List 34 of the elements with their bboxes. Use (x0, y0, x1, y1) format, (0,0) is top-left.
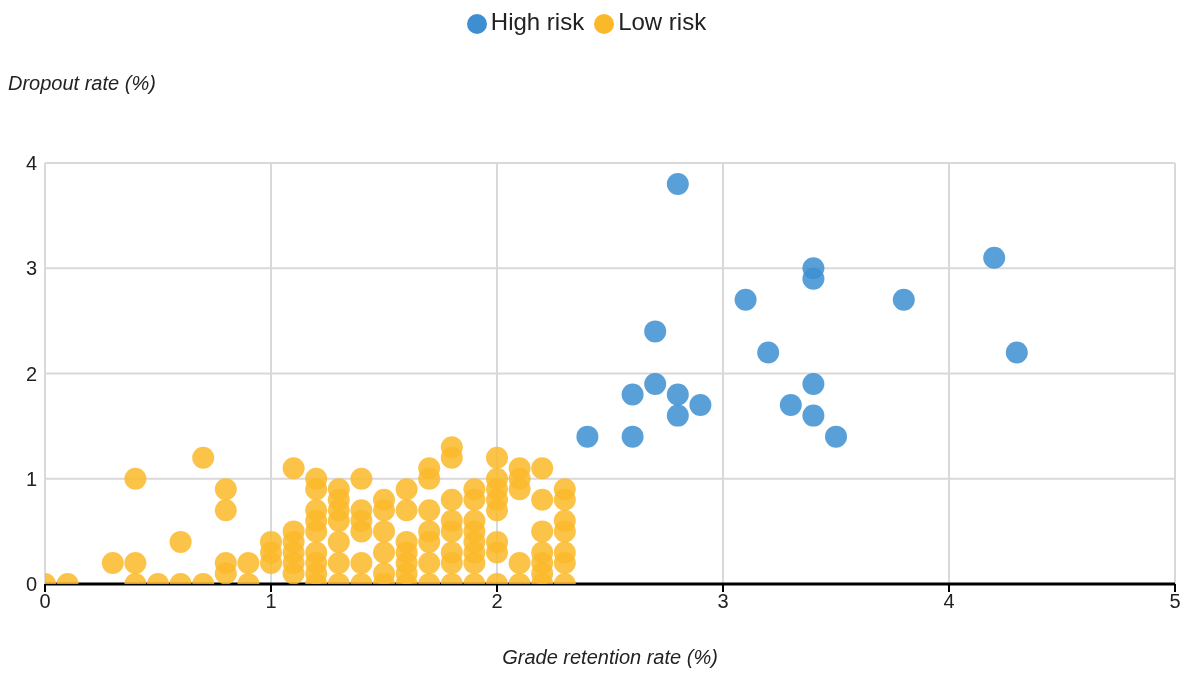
y-tick-label: 4 (25, 152, 37, 175)
point (892, 288, 915, 311)
x-tick-label: 3 (717, 590, 729, 613)
point (802, 267, 825, 290)
x-tick-label: 0 (39, 590, 51, 613)
x-tick-label: 4 (943, 590, 955, 613)
point (689, 394, 712, 417)
point (779, 394, 802, 417)
point (644, 320, 667, 343)
legend-label: High risk (490, 8, 585, 35)
point (757, 341, 780, 364)
y-tick-label: 0 (25, 573, 37, 596)
x-tick-label: 2 (491, 590, 503, 613)
point (983, 246, 1006, 269)
y-tick-label: 2 (25, 362, 37, 385)
y-tick-label: 1 (25, 467, 37, 490)
point (1005, 341, 1028, 364)
point (734, 288, 757, 311)
point (802, 404, 825, 427)
x-tick-label: 5 (1169, 590, 1181, 613)
point (802, 373, 825, 396)
legend-label: Low risk (618, 8, 707, 35)
point (666, 383, 689, 406)
point (621, 425, 644, 448)
x-axis-title: Grade retention rate (%) (501, 646, 719, 669)
point (621, 383, 644, 406)
y-axis-title: Dropout rate (%) (8, 72, 156, 95)
point (576, 425, 599, 448)
point (825, 425, 847, 448)
point (666, 404, 689, 427)
y-tick-label: 3 (25, 257, 37, 280)
point (644, 373, 667, 396)
point (666, 173, 689, 196)
x-tick-label: 1 (265, 590, 277, 613)
